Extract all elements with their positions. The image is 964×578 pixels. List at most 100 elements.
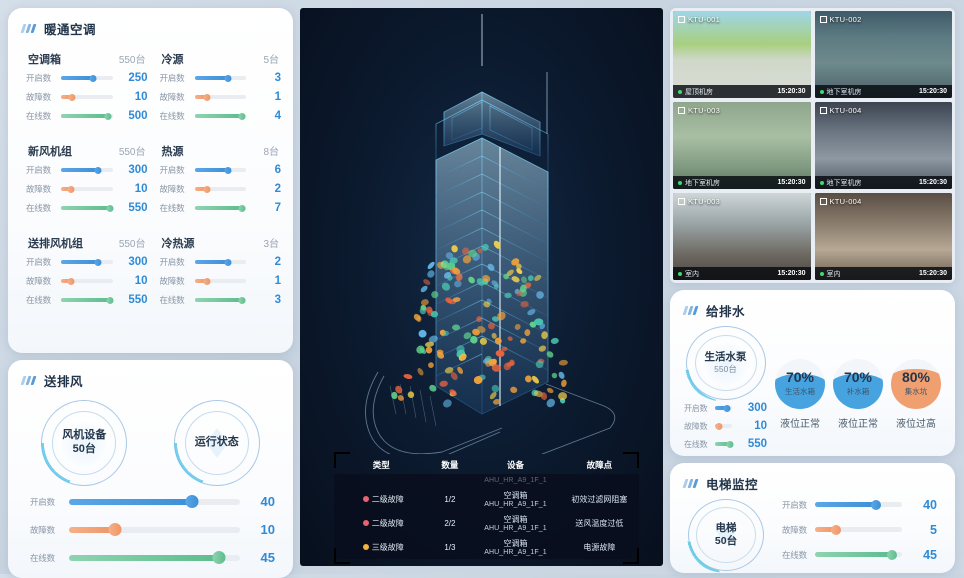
camera-tile[interactable]: KTU-003 室内 15:20:30 bbox=[673, 193, 811, 280]
hvac-metric-value: 250 bbox=[118, 72, 148, 84]
fault-device-code: AHU_HR_A9_1F_1 bbox=[471, 549, 559, 556]
hvac-metric-value: 550 bbox=[118, 202, 148, 214]
building-3d-model[interactable] bbox=[332, 14, 632, 454]
hvac-metric-slider[interactable] bbox=[195, 95, 247, 99]
hvac-metric-slider[interactable] bbox=[61, 260, 113, 264]
fault-qty: 1/2 bbox=[429, 487, 472, 511]
slider-knob[interactable] bbox=[715, 423, 722, 430]
fault-table-row[interactable]: 二级故障 2/2 空调箱 AHU_HR_A9_1F_1 送风温度过低 bbox=[334, 511, 639, 535]
water-metric-slider[interactable] bbox=[715, 442, 732, 446]
slider-knob[interactable] bbox=[239, 113, 246, 120]
hvac-metric-slider[interactable] bbox=[61, 76, 113, 80]
slider-knob[interactable] bbox=[95, 259, 102, 266]
hvac-metric-slider[interactable] bbox=[61, 279, 113, 283]
slider-knob[interactable] bbox=[186, 495, 199, 508]
fault-table-row[interactable]: 三级故障 1/3 空调箱 AHU_HR_A9_1F_1 电源故障 bbox=[334, 535, 639, 559]
slider-fill bbox=[815, 502, 876, 507]
hvac-metric-slider[interactable] bbox=[61, 114, 113, 118]
camera-icon bbox=[678, 198, 685, 205]
camera-timestamp: 15:20:30 bbox=[919, 270, 947, 277]
slider-knob[interactable] bbox=[95, 167, 102, 174]
hvac-metric-slider[interactable] bbox=[61, 168, 113, 172]
elevator-metric-slider[interactable] bbox=[815, 527, 902, 532]
slider-knob[interactable] bbox=[831, 525, 841, 535]
hvac-metric-slider[interactable] bbox=[195, 298, 247, 302]
hvac-metric-slider[interactable] bbox=[195, 206, 247, 210]
slider-knob[interactable] bbox=[239, 297, 246, 304]
slider-knob[interactable] bbox=[106, 205, 113, 212]
hvac-unit-total: 550台 bbox=[119, 235, 146, 250]
hvac-unit-total: 550台 bbox=[119, 143, 146, 158]
elevator-metric-slider[interactable] bbox=[815, 552, 902, 557]
slider-knob[interactable] bbox=[203, 94, 210, 101]
slider-knob[interactable] bbox=[105, 113, 112, 120]
slider-knob[interactable] bbox=[225, 75, 232, 82]
fault-device-code: AHU_HR_A9_1F_1 bbox=[471, 501, 559, 508]
slider-fill bbox=[69, 555, 219, 561]
camera-tile[interactable]: KTU-001 屋顶机房 15:20:30 bbox=[673, 11, 811, 98]
slider-knob[interactable] bbox=[871, 500, 881, 510]
slider-knob[interactable] bbox=[203, 186, 210, 193]
fan-device-dial: 风机设备 50台 bbox=[41, 400, 127, 486]
fan-metric-slider[interactable] bbox=[69, 499, 240, 505]
hvac-metric-label: 故障数 bbox=[160, 183, 190, 195]
water-metric-slider[interactable] bbox=[715, 406, 732, 410]
hvac-metric-slider[interactable] bbox=[195, 114, 247, 118]
camera-tile[interactable]: KTU-004 地下室机房 15:20:30 bbox=[815, 102, 953, 189]
fault-qty: 1/3 bbox=[429, 535, 472, 559]
tank-gauge: 70% 补水箱 液位正常 bbox=[829, 359, 887, 430]
fan-metric-slider[interactable] bbox=[69, 527, 240, 533]
camera-tile[interactable]: KTU-004 室内 15:20:30 bbox=[815, 193, 953, 280]
hvac-metric-slider[interactable] bbox=[195, 168, 247, 172]
fan-dials: 风机设备 50台 运行状态 bbox=[8, 394, 293, 488]
hvac-metric-slider[interactable] bbox=[61, 187, 113, 191]
slider-knob[interactable] bbox=[89, 75, 96, 82]
fault-type: 二级故障 bbox=[334, 511, 429, 535]
slider-knob[interactable] bbox=[887, 550, 897, 560]
hvac-unit-total: 8台 bbox=[263, 143, 279, 158]
fault-table: 类型 数量 设备 故障点 AHU_HR_A9_1F_1 二级故障 1/2 空调箱 AHU… bbox=[334, 456, 639, 559]
fault-device: 空调箱 AHU_HR_A9_1F_1 bbox=[471, 535, 559, 559]
hvac-metric-label: 故障数 bbox=[160, 275, 190, 287]
hvac-metric-label: 故障数 bbox=[26, 275, 56, 287]
slider-knob[interactable] bbox=[106, 297, 113, 304]
camera-tile[interactable]: KTU-002 地下室机房 15:20:30 bbox=[815, 11, 953, 98]
slider-knob[interactable] bbox=[109, 523, 122, 536]
hvac-metric-slider[interactable] bbox=[61, 206, 113, 210]
camera-tile[interactable]: KTU-003 地下室机房 15:20:30 bbox=[673, 102, 811, 189]
fan-metric-slider[interactable] bbox=[69, 555, 240, 561]
water-panel: 给排水 生活水泵 550台 开启数 300 故障数 10 在线数 550 70% bbox=[670, 290, 955, 456]
slider-knob[interactable] bbox=[203, 278, 210, 285]
hvac-metric-slider[interactable] bbox=[195, 260, 247, 264]
elevator-metric-label: 开启数 bbox=[782, 499, 810, 511]
hvac-metric-value: 500 bbox=[118, 110, 148, 122]
hvac-metric-value: 2 bbox=[251, 183, 281, 195]
slider-knob[interactable] bbox=[213, 551, 226, 564]
elevator-metric-slider[interactable] bbox=[815, 502, 902, 507]
elevator-metric-label: 故障数 bbox=[782, 524, 810, 536]
slider-knob[interactable] bbox=[239, 205, 246, 212]
water-metric-value: 300 bbox=[737, 402, 767, 414]
slider-knob[interactable] bbox=[68, 278, 75, 285]
hvac-metric-slider[interactable] bbox=[195, 187, 247, 191]
slider-knob[interactable] bbox=[727, 441, 734, 448]
slider-knob[interactable] bbox=[225, 259, 232, 266]
slider-knob[interactable] bbox=[724, 405, 731, 412]
hvac-metric-slider[interactable] bbox=[61, 95, 113, 99]
fan-metrics: 开启数 40 故障数 10 在线数 45 bbox=[8, 488, 293, 565]
fault-table-row[interactable]: 二级故障 1/2 空调箱 AHU_HR_A9_1F_1 初效过滤网阻塞 bbox=[334, 487, 639, 511]
hvac-metric-slider[interactable] bbox=[195, 279, 247, 283]
hvac-metric-slider[interactable] bbox=[195, 76, 247, 80]
hvac-metric-slider[interactable] bbox=[61, 298, 113, 302]
slider-knob[interactable] bbox=[224, 167, 231, 174]
slider-fill bbox=[195, 298, 243, 302]
slider-fill bbox=[61, 298, 110, 302]
camera-grid: KTU-001 屋顶机房 15:20:30 KTU-002 地下室机房 15:20:30 K… bbox=[670, 8, 955, 283]
elevator-metric-row: 故障数 5 bbox=[782, 523, 937, 537]
slider-knob[interactable] bbox=[69, 94, 76, 101]
water-metric-slider[interactable] bbox=[715, 424, 732, 428]
slider-knob[interactable] bbox=[68, 186, 75, 193]
building-viewport[interactable]: 类型 数量 设备 故障点 AHU_HR_A9_1F_1 二级故障 1/2 空调箱 AHU… bbox=[300, 8, 663, 566]
corner-bracket-icon bbox=[623, 452, 639, 468]
camera-id: KTU-003 bbox=[678, 106, 720, 115]
